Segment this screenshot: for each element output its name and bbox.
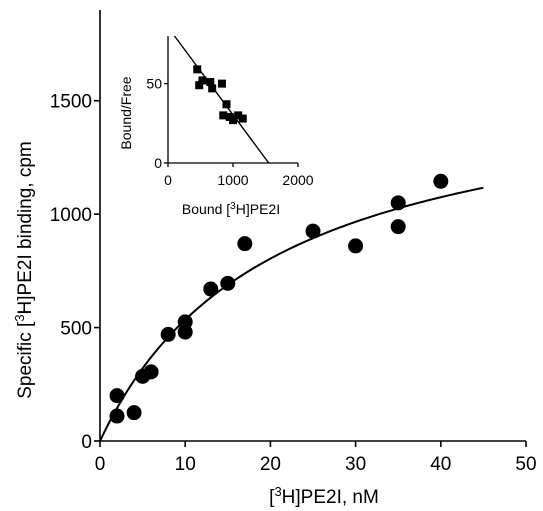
main-x-tick-label: 10 [175, 454, 196, 475]
main-data-point [305, 223, 321, 239]
main-x-tick-label: 20 [260, 454, 281, 475]
main-data-point [348, 238, 364, 254]
main-data-point [390, 219, 406, 235]
main-y-tick-label: 1500 [50, 92, 92, 113]
main-data-point [109, 408, 125, 424]
inset-data-point [222, 100, 231, 109]
inset-x-ticks: 0 1000 2000 [164, 163, 314, 188]
inset-plot: 0 1000 2000 0 50 Bound [3H]PE2I Bound/Free [118, 35, 314, 218]
inset-y-ticks: 0 50 [146, 76, 168, 171]
main-data-points [109, 173, 449, 424]
main-x-tick-label: 50 [515, 454, 536, 475]
inset-y-axis-label: Bound/Free [118, 76, 134, 149]
inset-data-points [193, 65, 247, 125]
inset-data-point [238, 114, 247, 123]
inset-data-point [193, 65, 202, 74]
inset-data-point [206, 78, 215, 87]
main-x-axis-label: [3H]PE2I, nM [269, 484, 379, 509]
main-data-point [390, 195, 406, 211]
inset-data-point [198, 76, 207, 85]
inset-data-point [195, 81, 204, 90]
inset-y-tick-label: 50 [146, 76, 162, 92]
inset-x-tick-label: 2000 [282, 172, 313, 188]
inset-x-tick-label: 0 [164, 172, 172, 188]
main-data-point [433, 173, 449, 189]
main-y-ticks: 0 500 1000 1500 [50, 92, 100, 453]
main-y-tick-label: 500 [60, 319, 92, 340]
inset-data-point [217, 79, 226, 88]
main-y-axis-label: Specific [3H]PE2I binding, cpm [12, 141, 37, 399]
inset-data-point [229, 116, 237, 125]
main-data-point [177, 324, 193, 340]
main-y-tick-label: 0 [81, 432, 92, 453]
main-data-point [143, 364, 159, 380]
inset-data-point [234, 111, 243, 120]
inset-x-axis-label: Bound [3H]PE2I [182, 201, 280, 218]
main-x-tick-label: 0 [95, 454, 106, 475]
inset-data-point [208, 84, 217, 93]
main-data-point [203, 281, 219, 297]
main-x-tick-label: 30 [345, 454, 366, 475]
inset-y-tick-label: 0 [154, 155, 162, 171]
main-data-point [109, 388, 125, 404]
main-data-point [220, 275, 236, 291]
main-data-point [237, 236, 253, 252]
main-x-ticks: 0 10 20 30 40 50 [95, 441, 537, 475]
main-data-point [126, 405, 142, 421]
main-data-point [160, 326, 176, 342]
main-y-tick-label: 1000 [50, 205, 92, 226]
inset-fit-line [173, 35, 270, 164]
inset-x-tick-label: 1000 [217, 172, 248, 188]
inset-data-point [219, 111, 228, 120]
main-fit-curve [99, 186, 484, 442]
main-x-tick-label: 40 [430, 454, 451, 475]
